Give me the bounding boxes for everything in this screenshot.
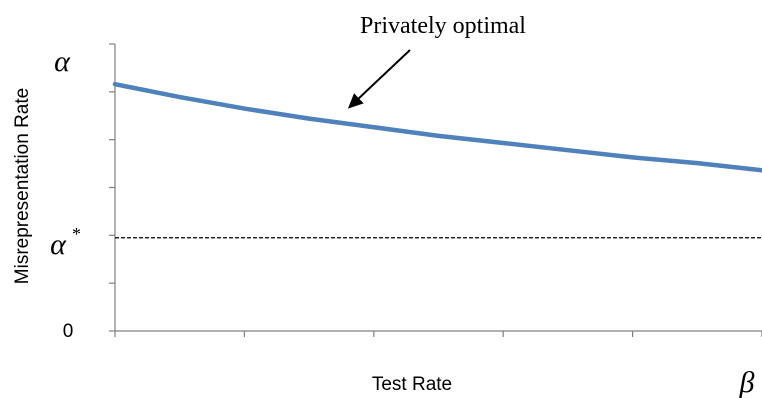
annotation-arrow-head <box>347 93 364 109</box>
ticks <box>109 43 762 337</box>
labels-layer: Misrepresentation Rate Test Rate β α α *… <box>12 13 755 398</box>
x-end-label: β <box>739 366 755 398</box>
y-tick-label-zero: 0 <box>63 321 74 342</box>
x-axis-label: Test Rate <box>372 374 452 395</box>
axes <box>114 44 762 332</box>
y-tick-label-top: α <box>54 45 71 78</box>
series-line-0 <box>112 81 762 173</box>
annotation-text: Privately optimal <box>360 13 526 39</box>
series-layer <box>112 49 762 239</box>
y-axis-label: Misrepresentation Rate <box>12 88 33 284</box>
annotation-arrow-shaft <box>355 49 411 102</box>
y-tick-label-ref: α <box>50 228 67 261</box>
y-tick-label-ref-sup: * <box>72 224 81 244</box>
